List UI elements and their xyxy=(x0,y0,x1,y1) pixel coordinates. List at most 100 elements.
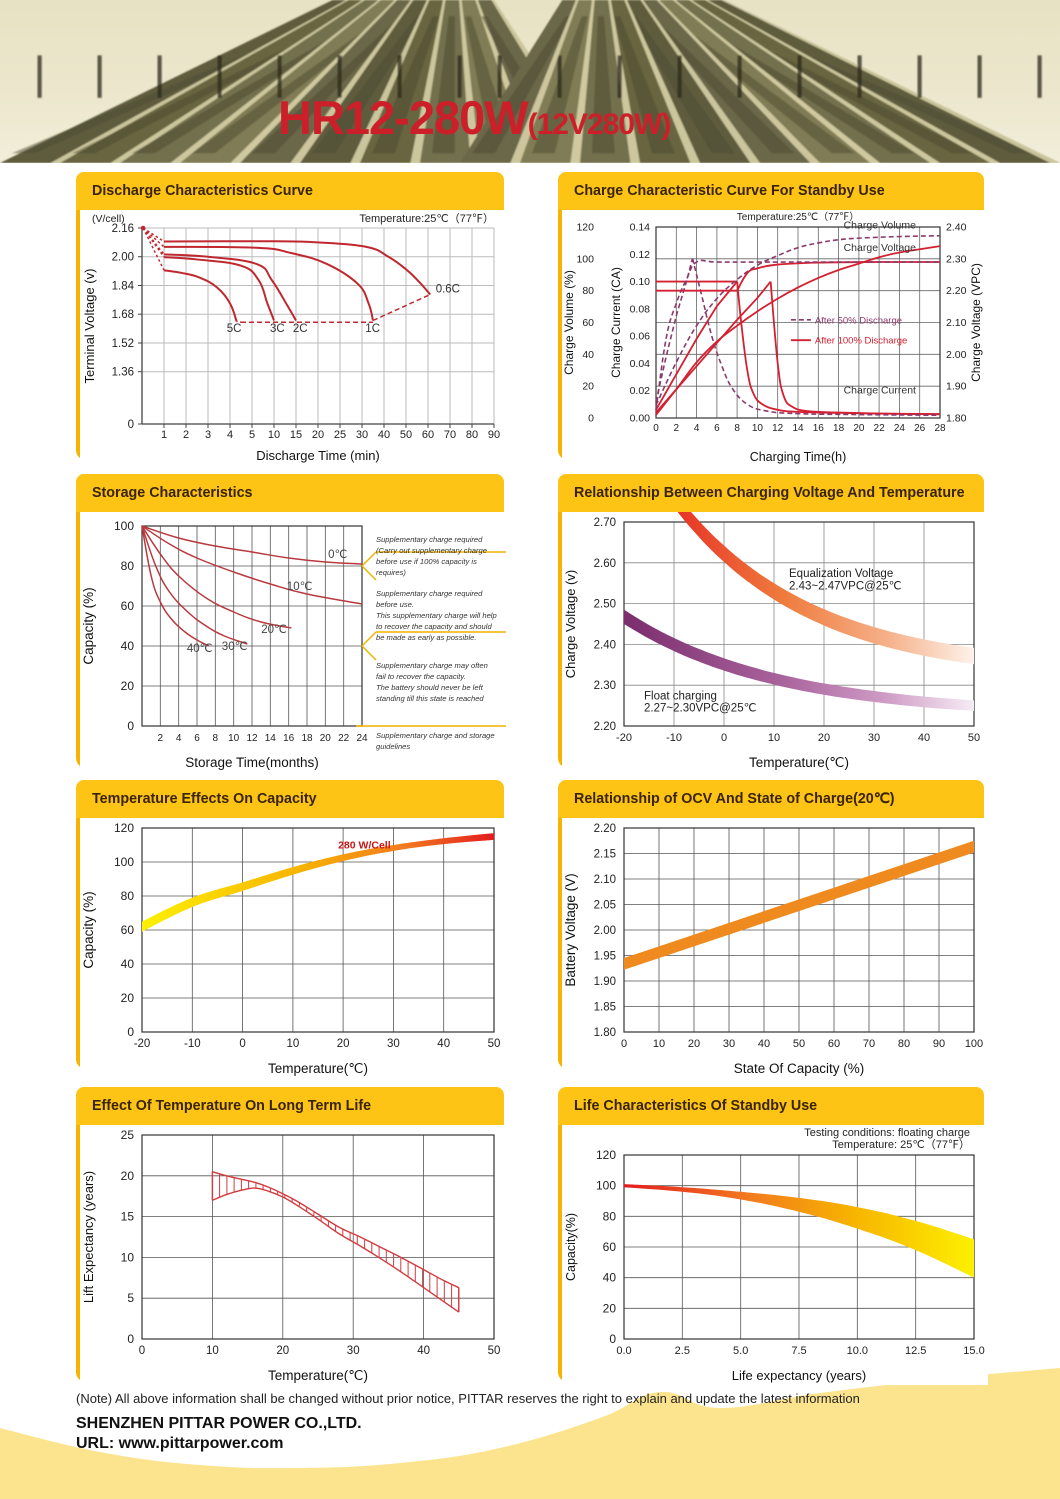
svg-text:0: 0 xyxy=(239,1038,245,1050)
svg-text:2.30: 2.30 xyxy=(594,680,616,692)
svg-text:10: 10 xyxy=(268,429,280,441)
svg-text:80: 80 xyxy=(582,285,594,297)
svg-text:10: 10 xyxy=(121,1250,135,1264)
svg-text:2.30: 2.30 xyxy=(946,253,967,265)
svg-text:2C: 2C xyxy=(293,323,308,335)
svg-text:50: 50 xyxy=(968,732,980,744)
svg-text:120: 120 xyxy=(576,222,594,234)
svg-text:70: 70 xyxy=(863,1038,875,1050)
svg-text:(V/cell): (V/cell) xyxy=(92,213,125,225)
svg-text:10: 10 xyxy=(752,423,764,434)
svg-text:0.00: 0.00 xyxy=(630,413,651,425)
svg-text:6: 6 xyxy=(714,423,720,434)
svg-text:28: 28 xyxy=(934,423,946,434)
svg-text:Terminal Voltage (v): Terminal Voltage (v) xyxy=(82,269,97,384)
svg-text:22: 22 xyxy=(338,733,350,744)
svg-text:0.6C: 0.6C xyxy=(436,284,460,296)
svg-text:4: 4 xyxy=(694,423,700,434)
svg-text:80: 80 xyxy=(121,889,135,903)
svg-text:40: 40 xyxy=(121,639,135,653)
svg-text:12: 12 xyxy=(246,733,258,744)
svg-text:2.40: 2.40 xyxy=(946,222,967,234)
svg-text:1.90: 1.90 xyxy=(594,976,616,988)
svg-text:90: 90 xyxy=(488,429,500,441)
svg-text:60: 60 xyxy=(828,1038,840,1050)
svg-text:Temperature:25℃（77℉）: Temperature:25℃（77℉） xyxy=(359,212,494,225)
svg-text:2.05: 2.05 xyxy=(594,900,616,912)
svg-text:fail to recover the capacity.: fail to recover the capacity. xyxy=(376,672,466,681)
svg-text:2.27~2.30VPC@25℃: 2.27~2.30VPC@25℃ xyxy=(644,703,757,715)
svg-text:3C: 3C xyxy=(270,323,285,335)
svg-text:5.0: 5.0 xyxy=(733,1345,748,1357)
svg-text:60: 60 xyxy=(603,1240,617,1254)
svg-text:20: 20 xyxy=(337,1038,350,1050)
svg-text:2.15: 2.15 xyxy=(594,849,616,861)
svg-text:40℃: 40℃ xyxy=(187,643,213,655)
svg-text:24: 24 xyxy=(356,733,368,744)
svg-text:4: 4 xyxy=(227,429,233,441)
svg-text:0: 0 xyxy=(127,1332,134,1346)
svg-text:25: 25 xyxy=(121,1128,135,1142)
svg-text:2.60: 2.60 xyxy=(594,558,616,570)
svg-text:16: 16 xyxy=(813,423,825,434)
svg-text:Charge Voltage (VPC): Charge Voltage (VPC) xyxy=(969,263,983,382)
svg-text:Supplementary charge required: Supplementary charge required xyxy=(376,589,483,598)
svg-text:0.06: 0.06 xyxy=(630,331,651,343)
svg-text:5: 5 xyxy=(249,429,255,441)
svg-text:Temperature(℃): Temperature(℃) xyxy=(268,1061,368,1076)
svg-text:40: 40 xyxy=(758,1038,770,1050)
svg-text:Testing conditions: floating c: Testing conditions: floating charge xyxy=(804,1127,970,1139)
svg-text:1C: 1C xyxy=(365,323,380,335)
svg-text:8: 8 xyxy=(213,733,219,744)
svg-text:be made as early as possible.: be made as early as possible. xyxy=(376,633,476,642)
svg-text:30: 30 xyxy=(347,1345,360,1357)
svg-text:25: 25 xyxy=(334,429,346,441)
svg-text:24: 24 xyxy=(894,423,906,434)
svg-text:40: 40 xyxy=(918,732,930,744)
svg-text:-20: -20 xyxy=(616,732,632,744)
svg-text:100: 100 xyxy=(596,1179,616,1193)
svg-text:50: 50 xyxy=(793,1038,805,1050)
svg-text:10: 10 xyxy=(206,1345,219,1357)
svg-text:10: 10 xyxy=(228,733,240,744)
svg-text:90: 90 xyxy=(933,1038,945,1050)
svg-text:10.0: 10.0 xyxy=(847,1345,868,1357)
svg-text:40: 40 xyxy=(417,1345,430,1357)
svg-text:After 100% Discharge: After 100% Discharge xyxy=(815,336,907,347)
svg-text:0: 0 xyxy=(653,423,659,434)
svg-text:2.00: 2.00 xyxy=(594,925,616,937)
svg-text:2.43~2.47VPC@25℃: 2.43~2.47VPC@25℃ xyxy=(789,580,902,592)
svg-text:20: 20 xyxy=(603,1301,617,1315)
svg-text:standing till this state is re: standing till this state is reached xyxy=(376,694,484,703)
svg-text:20: 20 xyxy=(688,1038,700,1050)
svg-text:Temperature(℃): Temperature(℃) xyxy=(268,1368,368,1383)
svg-text:30: 30 xyxy=(723,1038,735,1050)
svg-text:30: 30 xyxy=(356,429,368,441)
svg-text:2.70: 2.70 xyxy=(594,517,616,529)
svg-text:14: 14 xyxy=(792,423,804,434)
svg-text:to recover the capacity and sh: to recover the capacity and should xyxy=(376,622,492,631)
svg-text:0: 0 xyxy=(139,1345,145,1357)
svg-text:1.85: 1.85 xyxy=(594,1002,616,1014)
svg-text:0: 0 xyxy=(621,1038,627,1050)
svg-text:-10: -10 xyxy=(184,1038,201,1050)
svg-text:40: 40 xyxy=(582,349,594,361)
svg-text:After 50% Discharge: After 50% Discharge xyxy=(815,315,902,326)
svg-text:2: 2 xyxy=(183,429,189,441)
svg-text:Discharge Time (min): Discharge Time (min) xyxy=(256,448,380,463)
svg-text:10: 10 xyxy=(768,732,780,744)
svg-text:Life expectancy (years): Life expectancy (years) xyxy=(732,1368,866,1383)
svg-text:70: 70 xyxy=(444,429,456,441)
svg-text:0: 0 xyxy=(127,719,134,733)
svg-text:80: 80 xyxy=(898,1038,910,1050)
svg-text:20: 20 xyxy=(121,991,135,1005)
svg-text:Charge Volume: Charge Volume xyxy=(844,220,917,232)
svg-text:Temperature(℃): Temperature(℃) xyxy=(749,755,849,770)
svg-text:100: 100 xyxy=(965,1038,983,1050)
svg-text:Charge Voltage (v): Charge Voltage (v) xyxy=(563,570,578,678)
svg-text:0.12: 0.12 xyxy=(630,249,651,261)
svg-text:12.5: 12.5 xyxy=(905,1345,926,1357)
svg-text:Supplementary charge and stora: Supplementary charge and storage xyxy=(376,731,495,740)
svg-text:5C: 5C xyxy=(227,323,242,335)
svg-text:0: 0 xyxy=(127,1025,134,1039)
